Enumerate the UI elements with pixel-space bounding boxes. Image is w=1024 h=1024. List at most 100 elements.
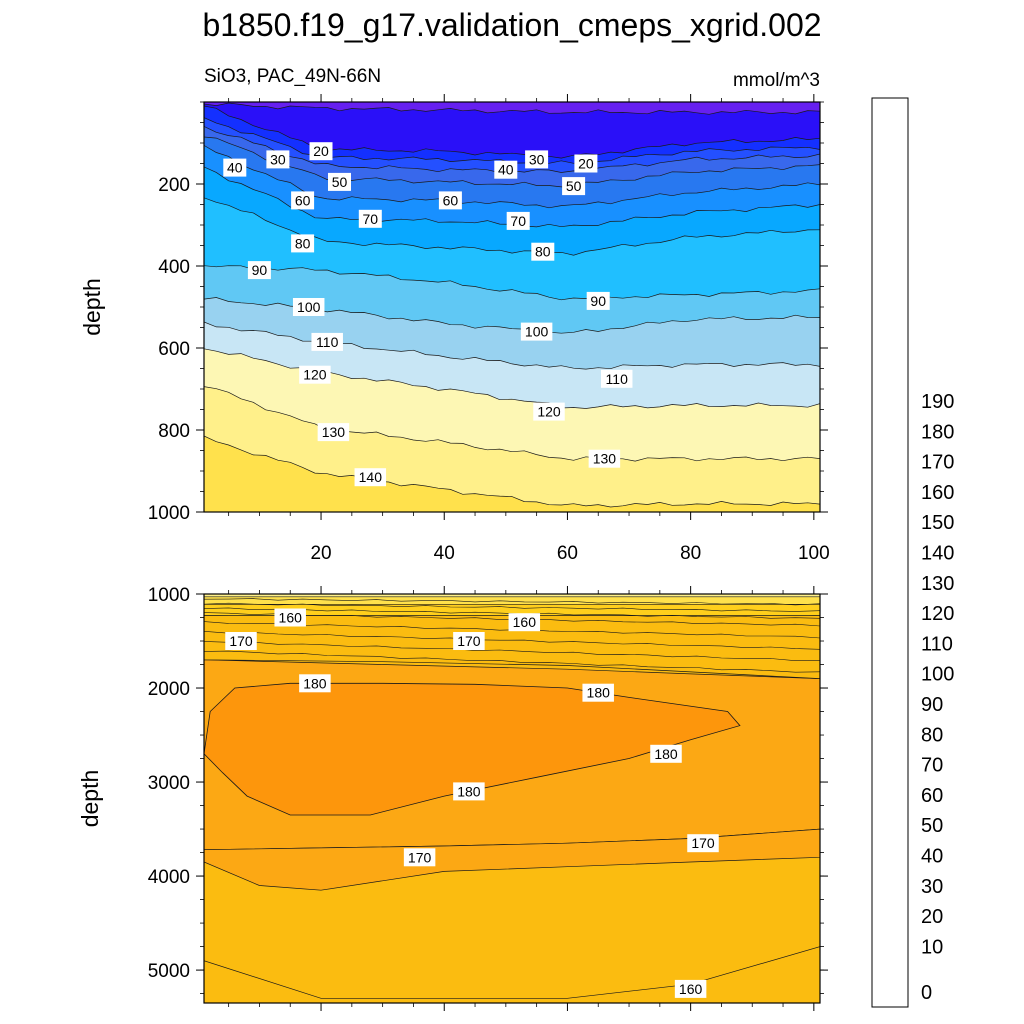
colorbar-label: 0 xyxy=(921,982,932,1004)
lower-ylabel: depth xyxy=(77,770,103,828)
upper-isoline-20 xyxy=(204,105,820,159)
lower-isoline xyxy=(204,631,820,650)
upper-isoline-130 xyxy=(204,386,820,462)
colorbar-label: 110 xyxy=(921,633,953,655)
upper-ylabel: depth xyxy=(79,278,105,336)
lower-contour-label-text: 170 xyxy=(229,633,253,649)
upper-panel-units: mmol/m^3 xyxy=(733,70,820,91)
colorbar-label: 190 xyxy=(921,391,954,413)
lower-band-180 xyxy=(204,682,741,816)
lower-contour-label: 170 xyxy=(225,632,257,650)
lower-contour-label: 180 xyxy=(453,782,485,801)
upper-contour-label-text: 70 xyxy=(363,211,379,227)
lower-contour-label: 160 xyxy=(674,979,707,998)
upper-isoline-110 xyxy=(204,321,820,370)
lower-ytick-label: 4000 xyxy=(148,867,190,888)
colorbar-label: 40 xyxy=(921,846,943,868)
lower-ytick-label: 1000 xyxy=(148,585,190,606)
upper-contour-label: 30 xyxy=(266,150,290,169)
lower-isoline xyxy=(204,650,820,673)
upper-contour-label-text: 60 xyxy=(443,192,459,208)
colorbar-label: 180 xyxy=(921,421,954,443)
lower-contour-label: 180 xyxy=(299,674,331,693)
colorbar-label: 130 xyxy=(921,573,954,595)
upper-xtick-label: 60 xyxy=(557,543,578,564)
upper-contour-label-text: 90 xyxy=(590,293,606,309)
lower-contour-label: 160 xyxy=(274,608,306,627)
upper-contour-label: 50 xyxy=(562,177,586,196)
upper-contour-label: 110 xyxy=(600,369,633,388)
upper-ytick-label: 800 xyxy=(158,421,190,442)
lower-contour-label: 170 xyxy=(687,834,719,853)
upper-contour-label-text: 50 xyxy=(566,178,582,194)
upper-contour-label-text: 20 xyxy=(578,156,594,172)
upper-xtick-label: 100 xyxy=(798,543,830,564)
upper-contour-label-text: 110 xyxy=(316,334,339,350)
upper-contour-label: 110 xyxy=(311,332,343,351)
lower-isoline xyxy=(204,641,820,662)
colorbar-label: 20 xyxy=(921,906,943,928)
upper-contour-label: 90 xyxy=(586,291,610,310)
upper-contour-label-text: 30 xyxy=(270,151,286,167)
colorbar-label: 150 xyxy=(921,512,954,534)
lower-contour-label: 170 xyxy=(403,848,436,867)
lower-contour-plot: 1000 2000 3000 4000 5000 depth 160 160 170 170 180… xyxy=(77,585,828,1011)
upper-contour-label: 120 xyxy=(299,365,331,384)
upper-contour-label: 70 xyxy=(358,209,382,228)
lower-contour-label-text: 180 xyxy=(457,783,481,799)
upper-contour-label-text: 80 xyxy=(535,244,551,260)
lower-contour-label: 180 xyxy=(582,683,614,702)
upper-contour-label-text: 40 xyxy=(498,162,514,178)
lower-ytick-label: 5000 xyxy=(148,961,190,982)
upper-contour-label: 20 xyxy=(309,142,333,161)
upper-contour-label-text: 110 xyxy=(606,371,629,387)
upper-ytick-label: 1000 xyxy=(148,503,190,524)
colorbar-label: 80 xyxy=(921,724,943,746)
colorbar-label: 10 xyxy=(921,936,943,958)
colorbar-label: 50 xyxy=(921,815,943,837)
upper-contour-label-text: 60 xyxy=(295,192,311,208)
lower-contour-label-text: 170 xyxy=(408,849,432,865)
colorbar-label: 120 xyxy=(921,603,954,625)
upper-contour-label: 70 xyxy=(506,211,530,230)
upper-contour-label-text: 120 xyxy=(303,367,327,383)
lower-contour-label-text: 180 xyxy=(587,685,611,701)
upper-contour-label: 50 xyxy=(328,172,351,191)
upper-contour-label: 60 xyxy=(438,191,462,210)
upper-isoline-90 xyxy=(204,265,820,301)
lower-isoline xyxy=(204,598,820,606)
upper-panel-subtitle: SiO3, PAC_49N-66N xyxy=(204,66,381,87)
upper-contour-label: 100 xyxy=(292,298,325,316)
lower-contour-label-text: 160 xyxy=(279,610,303,626)
lower-ytick-label: 2000 xyxy=(148,679,190,700)
upper-contour-label: 80 xyxy=(291,234,315,253)
upper-contour-label: 120 xyxy=(533,402,565,421)
upper-contour-label: 40 xyxy=(494,160,518,179)
upper-contour-label-text: 140 xyxy=(359,469,383,485)
upper-contour-label-text: 40 xyxy=(227,160,243,176)
lower-contour-label: 170 xyxy=(453,632,485,650)
lower-contour-label-text: 180 xyxy=(303,675,327,691)
lower-contour-label: 180 xyxy=(650,744,682,763)
upper-contour-label: 80 xyxy=(531,242,555,261)
upper-contour-plot: 200 400 600 800 1000 20 40 60 80 100 depth 20 20 30 30… xyxy=(79,94,830,564)
upper-ytick-label: 600 xyxy=(158,339,190,360)
upper-contour-label-text: 100 xyxy=(525,324,549,340)
upper-contour-label-text: 20 xyxy=(313,143,329,159)
colorbar-label: 70 xyxy=(921,755,943,777)
lower-contour-label: 160 xyxy=(508,613,541,632)
lower-frame xyxy=(203,593,821,1004)
upper-contour-label: 20 xyxy=(574,154,598,173)
upper-contour-label: 90 xyxy=(247,261,271,280)
upper-contour-label-text: 80 xyxy=(295,235,311,251)
upper-contour-label: 30 xyxy=(525,150,549,169)
upper-xtick-label: 40 xyxy=(434,543,455,564)
lower-band-160 xyxy=(204,615,820,679)
lower-isoline xyxy=(204,602,820,612)
lower-band-160-bottom xyxy=(204,946,820,1003)
upper-contour-label-text: 50 xyxy=(332,174,348,190)
figure-title: b1850.f19_g17.validation_cmeps_xgrid.002 xyxy=(202,7,821,43)
upper-xtick-label: 80 xyxy=(680,543,701,564)
colorbar-label: 170 xyxy=(921,452,954,474)
colorbar-label: 140 xyxy=(921,543,954,565)
